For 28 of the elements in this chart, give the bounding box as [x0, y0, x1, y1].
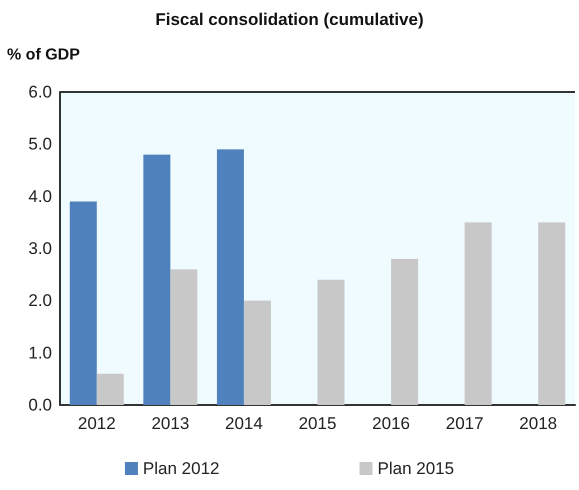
x-tick-label: 2016: [372, 414, 410, 433]
bar: [244, 300, 271, 405]
legend-label: Plan 2015: [378, 459, 454, 478]
bar: [318, 280, 344, 405]
y-tick-label: 4.0: [28, 186, 52, 206]
y-tick-label: 1.0: [28, 343, 52, 362]
y-axis-title: % of GDP: [7, 46, 80, 64]
bar: [143, 154, 170, 405]
y-tick-label: 0.0: [28, 396, 52, 414]
y-tick-label: 6.0: [28, 82, 52, 102]
x-tick-label: 2015: [298, 414, 336, 433]
y-tick-label: 5.0: [28, 134, 52, 154]
bar: [216, 149, 244, 405]
legend-label: Plan 2012: [142, 459, 220, 478]
y-tick-label: 2.0: [28, 291, 52, 310]
x-tick-label: 2012: [78, 414, 116, 433]
bar: [464, 222, 492, 405]
chart-title: Fiscal consolidation (cumulative): [155, 10, 424, 29]
x-tick-label: 2013: [151, 414, 190, 433]
x-tick-label: 2014: [225, 414, 263, 433]
y-tick-label: 3.0: [28, 239, 52, 258]
x-tick-label: 2018: [519, 414, 558, 433]
x-tick-label: 2017: [446, 414, 484, 433]
bar: [170, 269, 198, 405]
bar: [96, 374, 124, 405]
bar: [70, 202, 97, 405]
bar: [538, 222, 566, 405]
bar: [391, 258, 418, 405]
